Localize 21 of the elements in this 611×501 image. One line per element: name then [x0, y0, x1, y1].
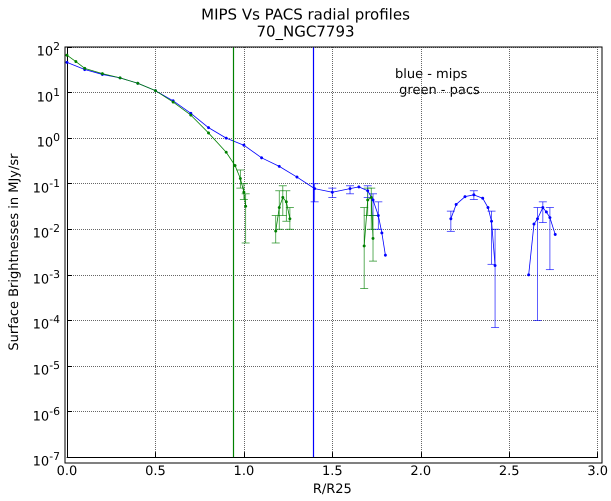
y-axis-title: Surface Brightnesses in MJy/sr	[7, 152, 22, 351]
y-tick-label: 10$^{-1}$	[32, 176, 60, 196]
x-tick-label: 1.0	[234, 464, 254, 480]
y-tick-label: 10$^{-4}$	[32, 312, 60, 333]
x-tick-label: 0.5	[145, 464, 166, 480]
y-tick-label: 10$^{1}$	[36, 84, 60, 105]
y-tick-label: 10$^{0}$	[36, 130, 60, 150]
x-axis-title: R/R25	[312, 482, 352, 497]
y-tick-label: 10$^{2}$	[36, 39, 60, 60]
chart-title: MIPS Vs PACS radial profiles	[201, 6, 410, 24]
x-tick-label: 2.5	[498, 464, 520, 480]
y-tick-label: 10$^{-5}$	[32, 358, 60, 378]
y-tick-label: 10$^{-6}$	[32, 404, 60, 424]
x-tick-label: 0.0	[56, 464, 78, 480]
x-tick-label: 2.0	[410, 464, 432, 480]
chart-subtitle: 70_NGC7793	[256, 22, 355, 40]
annotation: blue - mips	[395, 67, 468, 82]
x-tick-label: 3.0	[587, 464, 608, 480]
x-tick-label: 1.5	[322, 464, 343, 480]
y-tick-label: 10$^{-3}$	[32, 266, 60, 288]
y-tick-label: 10$^{-2}$	[32, 221, 60, 242]
